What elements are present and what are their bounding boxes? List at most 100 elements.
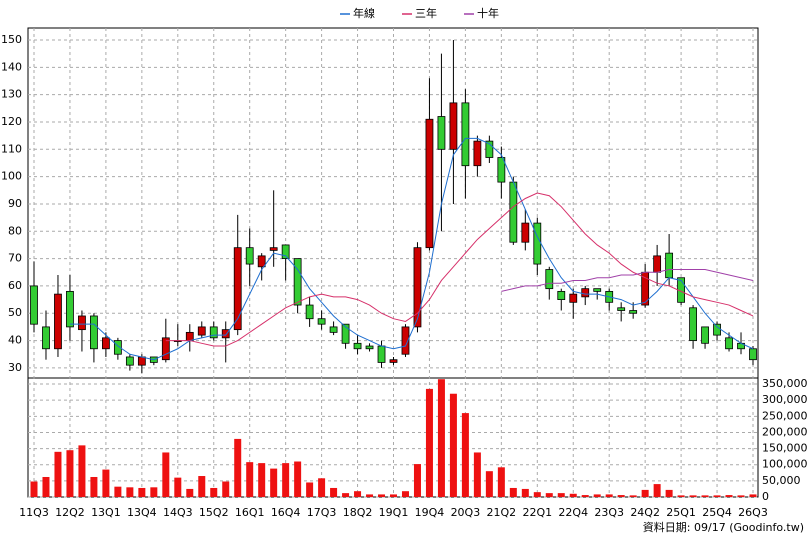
- x-tick-label: 12Q2: [55, 506, 85, 519]
- candle-body: [365, 345, 374, 350]
- volume-bar: [701, 495, 709, 497]
- candle-body: [233, 247, 242, 331]
- candle-body: [497, 157, 506, 183]
- candle-body: [545, 269, 554, 290]
- volume-bar: [713, 495, 721, 497]
- y-tick-label: 120: [1, 115, 22, 128]
- x-tick-label: 20Q3: [451, 506, 481, 519]
- legend-label: 十年: [477, 6, 499, 20]
- x-tick-label: 18Q2: [343, 506, 373, 519]
- volume-bar: [78, 445, 86, 497]
- candle-body: [521, 222, 530, 243]
- volume-bar: [629, 495, 637, 497]
- volume-bar: [497, 467, 505, 497]
- y-tick-label: 350,000: [762, 377, 808, 390]
- candle-body: [42, 326, 50, 350]
- x-tick-label: 17Q3: [307, 506, 337, 519]
- x-tick-label: 22Q4: [558, 506, 588, 519]
- ma-line: [165, 192, 754, 347]
- volume-bar: [461, 413, 469, 497]
- candle-body: [90, 315, 98, 350]
- volume-bar: [270, 468, 278, 497]
- volume-bar: [557, 493, 565, 497]
- y-tick-label: 100,000: [762, 458, 808, 471]
- x-tick-label: 11Q3: [19, 506, 49, 519]
- volume-bar: [641, 489, 649, 497]
- y-tick-label: 80: [8, 224, 22, 237]
- candle-body: [293, 258, 302, 306]
- candle-body: [161, 337, 170, 361]
- legend-label: 年線: [353, 6, 375, 20]
- candle-body: [257, 255, 266, 268]
- candle-body: [749, 348, 757, 361]
- candle-body: [437, 116, 446, 150]
- y-tick-label: 90: [8, 197, 22, 210]
- volume-bar: [234, 438, 242, 497]
- volume-bar: [413, 464, 421, 497]
- x-tick-label: 25Q4: [702, 506, 732, 519]
- volume-bar: [210, 487, 218, 497]
- candle-body: [113, 340, 122, 355]
- x-tick-label: 24Q2: [630, 506, 660, 519]
- volume-bar: [162, 452, 170, 497]
- volume-bar: [401, 491, 409, 497]
- candle-body: [533, 222, 542, 265]
- candle-body: [305, 304, 314, 320]
- volume-bar: [437, 379, 445, 497]
- volume-bar: [605, 494, 613, 497]
- candle-body: [449, 102, 458, 150]
- legend-label: 三年: [415, 6, 437, 20]
- y-tick-label: 150,000: [762, 442, 808, 455]
- x-tick-label: 15Q2: [199, 506, 229, 519]
- candle-body: [629, 310, 638, 314]
- volume-bar: [689, 495, 697, 497]
- y-tick-label: 150: [1, 33, 22, 46]
- candle-body: [245, 247, 254, 265]
- x-tick-label: 19Q4: [415, 506, 445, 519]
- y-tick-label: 140: [1, 60, 22, 73]
- x-tick-label: 19Q1: [379, 506, 409, 519]
- volume-bar: [545, 493, 553, 497]
- volume-bar: [42, 476, 50, 497]
- volume-bar: [306, 482, 314, 497]
- y-tick-label: 50: [8, 306, 22, 319]
- candle-body: [54, 293, 62, 350]
- volume-bar: [102, 469, 110, 497]
- candle-body: [725, 337, 733, 350]
- volume-bar: [677, 495, 685, 497]
- volume-bar: [222, 481, 230, 497]
- volume-bar: [509, 487, 517, 497]
- candle-body: [197, 326, 206, 336]
- x-tick-label: 22Q1: [522, 506, 552, 519]
- volume-bar: [366, 494, 374, 497]
- x-tick-label: 21Q2: [487, 506, 517, 519]
- ma-line: [501, 269, 754, 292]
- volume-bar: [54, 451, 62, 497]
- candle-body: [593, 288, 602, 292]
- volume-bar: [246, 462, 254, 497]
- candle-body: [78, 315, 86, 331]
- volume-bar: [593, 494, 601, 497]
- volume-bar: [378, 494, 386, 497]
- volume-bar: [390, 494, 397, 497]
- y-tick-label: 0: [762, 490, 769, 503]
- y-tick-label: 130: [1, 88, 22, 101]
- candle-body: [701, 326, 709, 344]
- candle-body: [30, 285, 38, 325]
- volume-bar: [425, 388, 433, 497]
- volume-bar: [66, 450, 74, 497]
- candle-body: [389, 359, 398, 363]
- volume-bar: [294, 461, 302, 497]
- candle-body: [581, 288, 590, 298]
- candle-body: [425, 118, 434, 249]
- x-tick-label: 14Q3: [163, 506, 193, 519]
- candle-body: [66, 290, 74, 328]
- volume-bar: [581, 495, 589, 497]
- volume-bar: [318, 478, 326, 497]
- volume-bar: [198, 476, 206, 497]
- volume-bar: [330, 487, 338, 497]
- volume-bar: [258, 463, 266, 497]
- volume-bar: [138, 487, 146, 497]
- candle-body: [713, 323, 721, 336]
- y-tick-label: 110: [1, 142, 22, 155]
